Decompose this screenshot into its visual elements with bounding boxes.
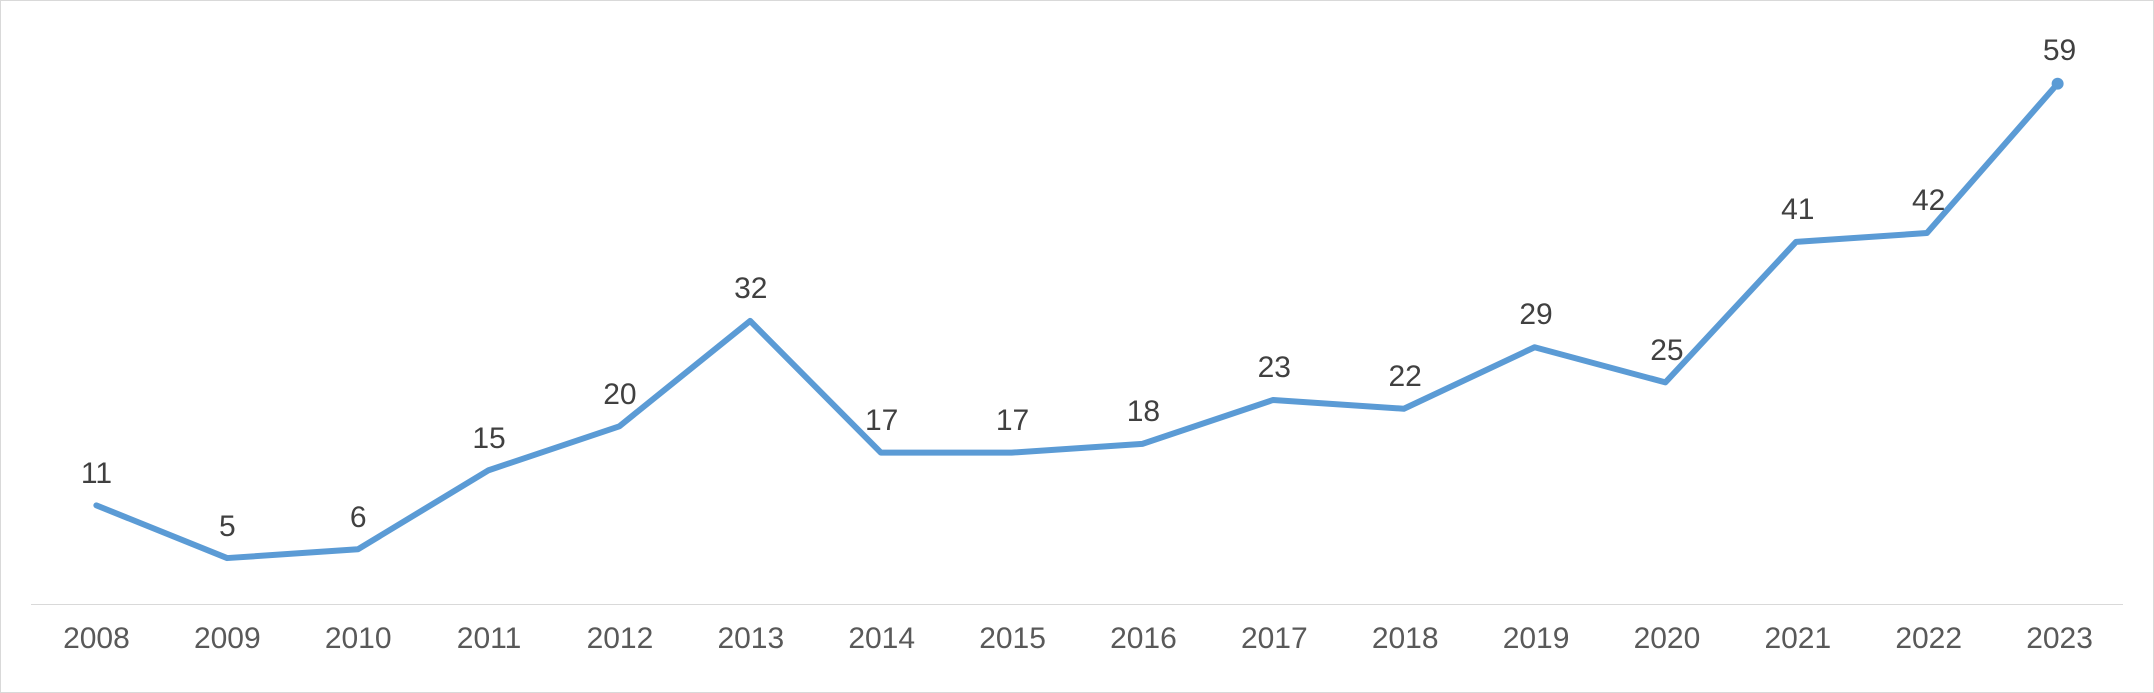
x-tick-label: 2010: [325, 622, 392, 656]
data-label: 25: [1650, 334, 1683, 368]
x-tick-label: 2021: [1764, 622, 1831, 656]
x-tick-label: 2008: [63, 622, 130, 656]
baseline-rule: [31, 604, 2123, 605]
data-label: 59: [2043, 34, 2076, 68]
x-tick-label: 2015: [979, 622, 1046, 656]
x-tick-label: 2018: [1372, 622, 1439, 656]
data-label: 22: [1389, 360, 1422, 394]
x-tick-label: 2019: [1503, 622, 1570, 656]
data-label: 6: [350, 501, 367, 535]
x-tick-label: 2009: [194, 622, 261, 656]
data-label: 29: [1519, 298, 1552, 332]
x-axis: 2008 2009 2010 2011 2012 2013 2014 2015 2016 2017…: [31, 622, 2123, 662]
data-label: 17: [996, 404, 1029, 438]
data-label: 15: [472, 422, 505, 456]
data-label: 42: [1912, 184, 1945, 218]
x-tick-label: 2011: [457, 622, 522, 656]
x-tick-label: 2016: [1110, 622, 1177, 656]
data-label: 18: [1127, 395, 1160, 429]
data-label: 41: [1781, 193, 1814, 227]
x-tick-label: 2012: [587, 622, 654, 656]
plot-area: 11 5 6 15 20 32 17 17 18 23 22 29 25 41 42 59: [31, 31, 2123, 602]
x-tick-label: 2020: [1634, 622, 1701, 656]
data-label: 32: [734, 272, 767, 306]
line-series: [31, 31, 2123, 602]
series-last-marker: [2052, 78, 2064, 90]
data-label: 17: [865, 404, 898, 438]
data-label: 23: [1258, 351, 1291, 385]
data-label: 11: [81, 457, 112, 491]
data-label: 5: [219, 510, 236, 544]
x-tick-label: 2023: [2026, 622, 2093, 656]
x-tick-label: 2017: [1241, 622, 1308, 656]
x-tick-label: 2013: [717, 622, 784, 656]
x-tick-label: 2022: [1895, 622, 1962, 656]
series-polyline: [96, 84, 2057, 558]
data-label: 20: [603, 378, 636, 412]
chart-frame: 115615203217171823222925414259 200820092…: [0, 0, 2154, 693]
x-tick-label: 2014: [848, 622, 915, 656]
